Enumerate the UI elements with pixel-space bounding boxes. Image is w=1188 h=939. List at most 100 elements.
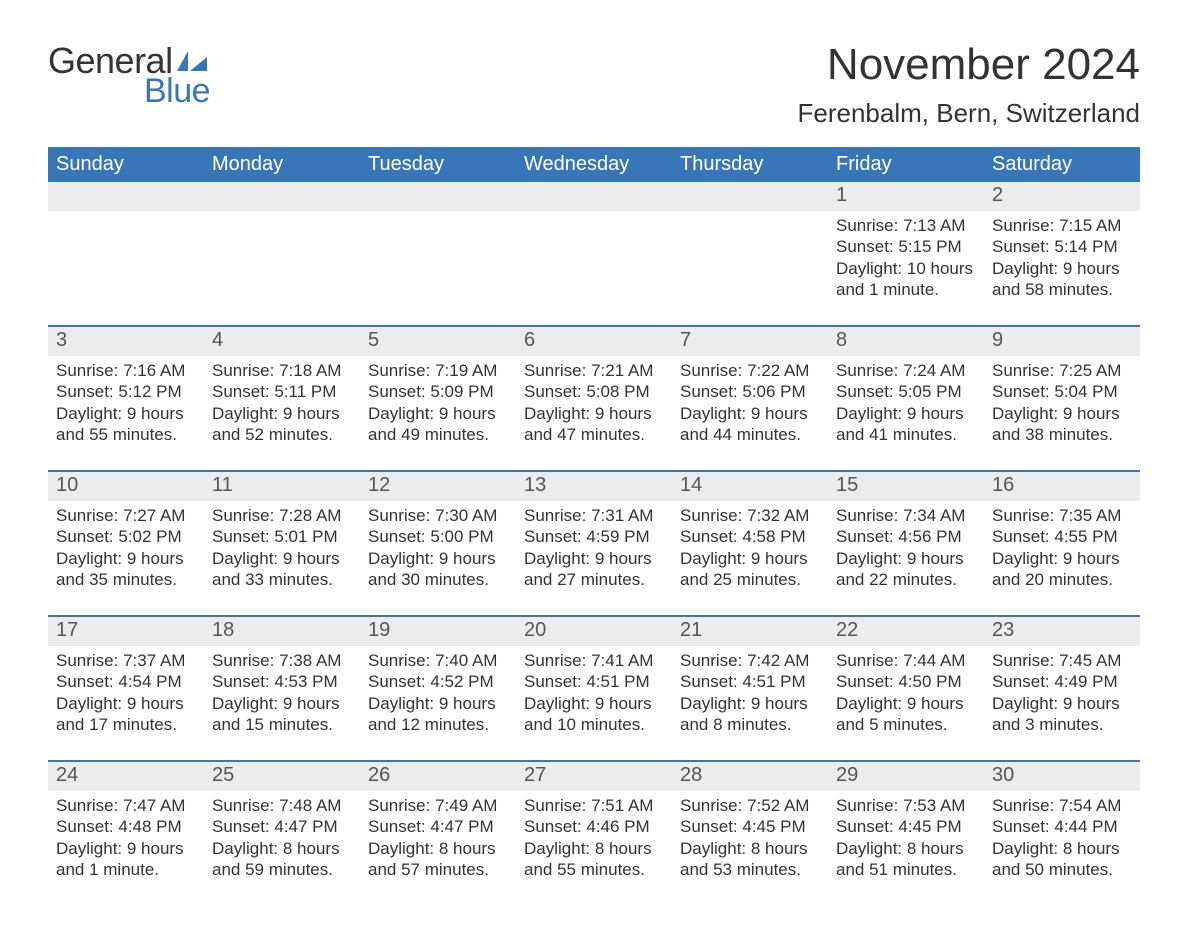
day-details: Sunrise: 7:45 AMSunset: 4:49 PMDaylight:… [984,646,1140,746]
detail-line-sunset: Sunset: 4:50 PM [836,671,976,692]
daynum-row: 24252627282930 [48,762,1140,791]
day-details [360,211,516,311]
detail-line-sunrise: Sunrise: 7:21 AM [524,360,664,381]
day-number: 5 [360,327,516,356]
logo-word2: Blue [144,72,210,111]
detail-line-sunrise: Sunrise: 7:48 AM [212,795,352,816]
day-details: Sunrise: 7:37 AMSunset: 4:54 PMDaylight:… [48,646,204,746]
day-details: Sunrise: 7:31 AMSunset: 4:59 PMDaylight:… [516,501,672,601]
day-details: Sunrise: 7:47 AMSunset: 4:48 PMDaylight:… [48,791,204,891]
day-details: Sunrise: 7:40 AMSunset: 4:52 PMDaylight:… [360,646,516,746]
week-row: 10111213141516Sunrise: 7:27 AMSunset: 5:… [48,470,1140,601]
detail-line-sunset: Sunset: 4:46 PM [524,816,664,837]
detail-line-daylight1: Daylight: 9 hours [992,693,1132,714]
detail-line-daylight2: and 52 minutes. [212,424,352,445]
detail-line-sunrise: Sunrise: 7:52 AM [680,795,820,816]
day-details: Sunrise: 7:13 AMSunset: 5:15 PMDaylight:… [828,211,984,311]
detail-line-daylight2: and 10 minutes. [524,714,664,735]
day-details: Sunrise: 7:44 AMSunset: 4:50 PMDaylight:… [828,646,984,746]
detail-line-daylight1: Daylight: 9 hours [680,548,820,569]
day-details: Sunrise: 7:32 AMSunset: 4:58 PMDaylight:… [672,501,828,601]
detail-line-sunset: Sunset: 4:59 PM [524,526,664,547]
detail-line-sunrise: Sunrise: 7:32 AM [680,505,820,526]
day-details: Sunrise: 7:54 AMSunset: 4:44 PMDaylight:… [984,791,1140,891]
day-number: 24 [48,762,204,791]
weekday-thu: Thursday [672,147,828,182]
detail-line-sunrise: Sunrise: 7:30 AM [368,505,508,526]
detail-line-sunrise: Sunrise: 7:25 AM [992,360,1132,381]
detail-line-daylight2: and 8 minutes. [680,714,820,735]
day-details: Sunrise: 7:38 AMSunset: 4:53 PMDaylight:… [204,646,360,746]
detail-line-sunset: Sunset: 5:14 PM [992,236,1132,257]
detail-line-sunset: Sunset: 5:08 PM [524,381,664,402]
detail-line-daylight1: Daylight: 9 hours [56,693,196,714]
detail-line-daylight2: and 53 minutes. [680,859,820,880]
detail-line-sunrise: Sunrise: 7:38 AM [212,650,352,671]
detail-line-daylight2: and 1 minute. [836,279,976,300]
detail-line-daylight1: Daylight: 9 hours [992,258,1132,279]
week-row: 3456789Sunrise: 7:16 AMSunset: 5:12 PMDa… [48,325,1140,456]
week-row: 24252627282930Sunrise: 7:47 AMSunset: 4:… [48,760,1140,891]
day-number: 11 [204,472,360,501]
detail-line-sunrise: Sunrise: 7:28 AM [212,505,352,526]
detail-line-daylight1: Daylight: 9 hours [836,693,976,714]
day-number: 4 [204,327,360,356]
weekday-wed: Wednesday [516,147,672,182]
day-details: Sunrise: 7:53 AMSunset: 4:45 PMDaylight:… [828,791,984,891]
weekday-mon: Monday [204,147,360,182]
detail-line-daylight1: Daylight: 9 hours [56,838,196,859]
day-details: Sunrise: 7:48 AMSunset: 4:47 PMDaylight:… [204,791,360,891]
detail-line-sunrise: Sunrise: 7:54 AM [992,795,1132,816]
detail-line-daylight2: and 58 minutes. [992,279,1132,300]
detail-line-daylight1: Daylight: 9 hours [368,403,508,424]
detail-line-sunset: Sunset: 4:51 PM [680,671,820,692]
detail-line-sunrise: Sunrise: 7:34 AM [836,505,976,526]
detail-line-daylight1: Daylight: 9 hours [524,548,664,569]
detail-line-daylight2: and 44 minutes. [680,424,820,445]
weekday-tue: Tuesday [360,147,516,182]
day-details: Sunrise: 7:52 AMSunset: 4:45 PMDaylight:… [672,791,828,891]
detail-line-daylight1: Daylight: 9 hours [368,548,508,569]
day-details: Sunrise: 7:42 AMSunset: 4:51 PMDaylight:… [672,646,828,746]
detail-line-daylight1: Daylight: 9 hours [368,693,508,714]
weekday-fri: Friday [828,147,984,182]
day-number: 14 [672,472,828,501]
daynum-row: 12 [48,182,1140,211]
day-details [48,211,204,311]
detail-line-daylight2: and 51 minutes. [836,859,976,880]
day-details: Sunrise: 7:41 AMSunset: 4:51 PMDaylight:… [516,646,672,746]
detail-line-daylight1: Daylight: 9 hours [524,403,664,424]
detail-line-sunset: Sunset: 5:05 PM [836,381,976,402]
week-row: 12Sunrise: 7:13 AMSunset: 5:15 PMDayligh… [48,182,1140,311]
day-details: Sunrise: 7:27 AMSunset: 5:02 PMDaylight:… [48,501,204,601]
day-details: Sunrise: 7:16 AMSunset: 5:12 PMDaylight:… [48,356,204,456]
detail-line-sunrise: Sunrise: 7:31 AM [524,505,664,526]
detail-line-daylight2: and 47 minutes. [524,424,664,445]
detail-row: Sunrise: 7:47 AMSunset: 4:48 PMDaylight:… [48,791,1140,891]
detail-line-sunset: Sunset: 4:47 PM [212,816,352,837]
detail-line-daylight2: and 25 minutes. [680,569,820,590]
calendar: Sunday Monday Tuesday Wednesday Thursday… [48,147,1140,891]
detail-line-daylight2: and 22 minutes. [836,569,976,590]
detail-line-sunrise: Sunrise: 7:37 AM [56,650,196,671]
day-number: 2 [984,182,1140,211]
day-number [360,182,516,211]
detail-line-sunrise: Sunrise: 7:45 AM [992,650,1132,671]
detail-line-sunset: Sunset: 5:09 PM [368,381,508,402]
detail-line-sunset: Sunset: 5:02 PM [56,526,196,547]
detail-line-sunrise: Sunrise: 7:35 AM [992,505,1132,526]
detail-line-sunset: Sunset: 4:45 PM [680,816,820,837]
day-details: Sunrise: 7:22 AMSunset: 5:06 PMDaylight:… [672,356,828,456]
day-number: 28 [672,762,828,791]
detail-line-sunset: Sunset: 4:52 PM [368,671,508,692]
day-details [672,211,828,311]
day-details: Sunrise: 7:34 AMSunset: 4:56 PMDaylight:… [828,501,984,601]
day-details: Sunrise: 7:49 AMSunset: 4:47 PMDaylight:… [360,791,516,891]
detail-line-sunrise: Sunrise: 7:40 AM [368,650,508,671]
detail-line-daylight1: Daylight: 10 hours [836,258,976,279]
weekday-sun: Sunday [48,147,204,182]
detail-line-sunrise: Sunrise: 7:19 AM [368,360,508,381]
detail-line-sunrise: Sunrise: 7:24 AM [836,360,976,381]
day-number: 6 [516,327,672,356]
day-details [204,211,360,311]
